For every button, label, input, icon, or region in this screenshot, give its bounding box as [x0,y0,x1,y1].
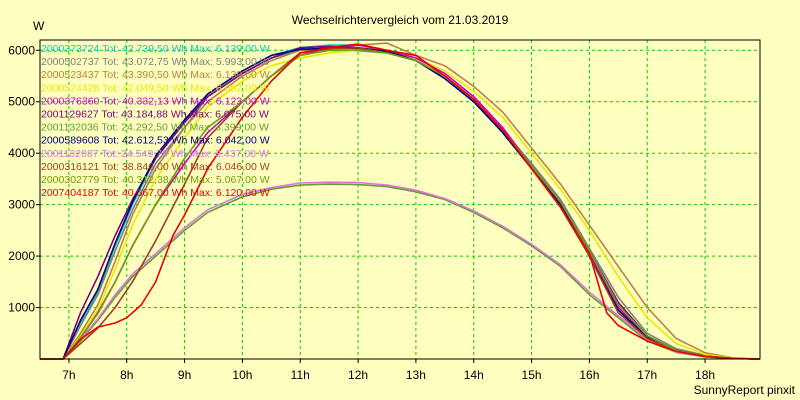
y-tick-label: 1000 [8,301,35,315]
x-tick-label: 15h [522,368,542,382]
series-line-2001132087 [40,181,761,360]
grid-lines [40,40,760,359]
legend-entry: 2000376360 Tot: 40.332,13 Wh Max: 6.123,… [41,95,270,107]
x-tick-label: 9h [178,368,191,382]
legend-entry: 2001132087 Tot: 24.549,75 Wh Max: 3.437,… [41,148,269,160]
x-tick-label: 17h [637,368,657,382]
x-tick-label: 12h [348,368,368,382]
y-axis-label: W [33,19,45,33]
x-tick-label: 7h [62,368,75,382]
y-tick-label: 3000 [8,198,35,212]
x-axis-ticks: 7h 8h 9h 10h 11h 12h 13h 14h 15h 16h 17h 18h [62,359,715,382]
credit-label: SunnyReport pinxit [694,383,796,397]
y-tick-label: 2000 [8,249,35,263]
legend-entry: 2000373724 Tot: 42.739,50 Wh Max: 6.139,… [41,43,270,55]
x-tick-label: 18h [695,368,715,382]
x-tick-label: 16h [579,368,599,382]
x-tick-label: 11h [291,368,310,382]
legend-entry: 2000302779 Tot: 40.312,38 Wh Max: 5.067,… [41,174,270,186]
legend-entry: 2001129627 Tot: 43.184,88 Wh Max: 6.075,… [41,109,269,121]
legend-entry: 2000589608 Tot: 42.612,53 Wh Max: 6.042,… [41,135,270,147]
y-tick-label: 6000 [8,43,35,57]
chart-title: Wechselrichtervergleich vom 21.03.2019 [292,13,509,27]
series-line-2001132036 [40,183,761,360]
y-tick-label: 5000 [8,95,35,109]
plot-area [39,39,761,360]
x-tick-label: 8h [120,368,133,382]
legend-entry: 2001132036 Tot: 24.292,50 Wh Max: 3.399,… [41,122,269,134]
plot-frame [39,39,761,360]
legend-entry: 2000316121 Tot: 38.846,00 Wh Max: 6.046,… [41,161,270,173]
series-line-2000316121 [40,47,761,360]
series-line-2000523437 [40,42,761,360]
legend-entry: 2007404187 Tot: 40.667,00 Wh Max: 6.120,… [41,187,270,199]
x-tick-label: 13h [406,368,426,382]
series-line-2007404187 [40,43,761,360]
legend: 2000373724 Tot: 42.739,50 Wh Max: 6.139,… [41,43,270,199]
x-tick-label: 10h [232,368,252,382]
y-tick-label: 4000 [8,146,35,160]
series-lines [40,42,761,360]
x-tick-label: 14h [464,368,484,382]
legend-entry: 2000524428 Tot: 42.049,50 Wh Max: 6.052,… [41,82,270,94]
legend-entry: 2000502737 Tot: 43.072,75 Wh Max: 5.993,… [41,56,270,68]
y-axis-ticks: 1000 2000 3000 4000 5000 6000 [8,43,40,315]
legend-entry: 2000523437 Tot: 43.390,50 Wh Max: 6.139,… [41,69,270,81]
series-line-2000302779 [40,48,761,360]
